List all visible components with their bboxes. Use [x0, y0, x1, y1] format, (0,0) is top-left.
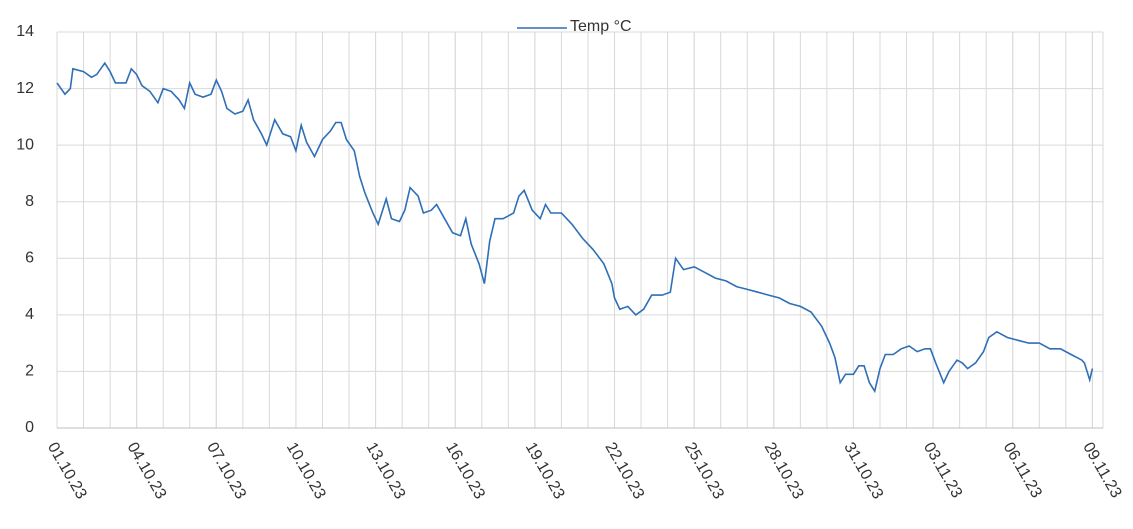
- x-tick-label: 03.11.23: [920, 440, 965, 502]
- legend-label: Temp °C: [570, 18, 632, 35]
- x-tick-label: 07.10.23: [203, 440, 249, 503]
- line-series: [56, 61, 1094, 394]
- x-tick-label: 25.10.23: [681, 440, 727, 503]
- y-tick-label: 14: [16, 23, 34, 40]
- y-tick-label: 4: [25, 306, 34, 323]
- x-tick-label: 16.10.23: [442, 440, 488, 503]
- x-tick-label: 01.10.23: [44, 440, 90, 503]
- y-tick-label: 8: [25, 193, 34, 210]
- y-tick-label: 2: [25, 363, 34, 380]
- x-tick-label: 22.10.23: [601, 440, 647, 503]
- y-tick-label: 12: [16, 80, 34, 97]
- x-tick-label: 19.10.23: [522, 440, 568, 503]
- y-tick-label: 6: [25, 250, 34, 267]
- x-tick-label: 06.11.23: [1000, 440, 1045, 502]
- y-tick-label: 10: [16, 136, 34, 153]
- x-tick-label: 28.10.23: [761, 440, 807, 503]
- x-tick-label: 31.10.23: [840, 440, 886, 503]
- x-tick-label: 09.11.23: [1079, 440, 1124, 502]
- y-tick-label: 0: [25, 419, 34, 436]
- x-tick-label: 04.10.23: [124, 440, 170, 503]
- x-tick-label: 10.10.23: [283, 440, 329, 503]
- x-tick-label: 13.10.23: [362, 440, 408, 503]
